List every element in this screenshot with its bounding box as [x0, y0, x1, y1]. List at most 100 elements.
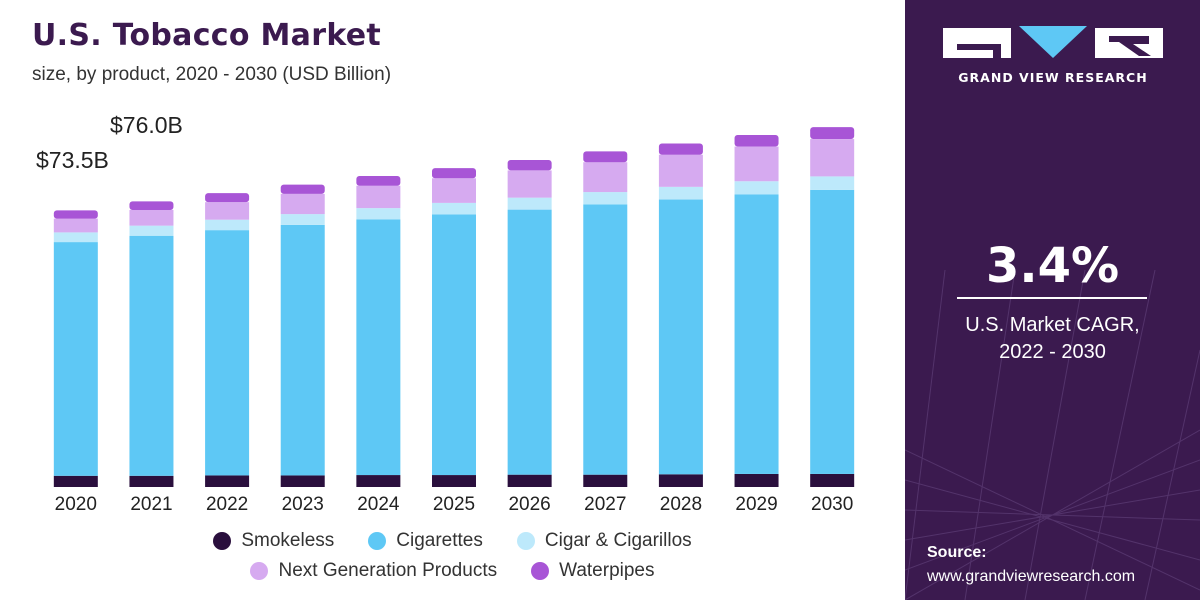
- chart-subtitle: size, by product, 2020 - 2030 (USD Billi…: [32, 64, 392, 85]
- bar-smokeless-2021: [129, 475, 174, 487]
- legend-row-1: Smokeless Cigarettes Cigar & Cigarillos: [0, 530, 905, 552]
- bar-next-generation-products-2022: [205, 202, 250, 220]
- bar-cigar-cigarillos-2028: [658, 186, 703, 200]
- cagr-label-line-2: 2022 - 2030: [999, 341, 1106, 363]
- legend-row-2: Next Generation Products Waterpipes: [0, 560, 905, 582]
- bar-cigarettes-2022: [205, 230, 250, 476]
- value-callout-2020: $73.5B: [36, 147, 109, 173]
- legend-label-cigar-cigarillos: Cigar & Cigarillos: [544, 530, 692, 551]
- bar-cigar-cigarillos-2025: [432, 202, 476, 215]
- bar-waterpipes-2029: [734, 134, 779, 147]
- chart-title: U.S. Tobacco Market: [32, 18, 382, 53]
- x-tick-label-2025: 2025: [433, 494, 475, 515]
- legend-item-next-generation-products: Next Generation Products: [250, 560, 497, 582]
- bar-next-generation-products-2027: [583, 162, 628, 193]
- bar-cigarettes-2028: [658, 199, 703, 475]
- legend-label-cigarettes: Cigarettes: [396, 530, 483, 551]
- legend-swatch-next-generation-products: [250, 562, 269, 580]
- x-tick-label-2026: 2026: [508, 494, 550, 515]
- x-tick-label-2022: 2022: [206, 494, 248, 515]
- bar-cigar-cigarillos-2022: [205, 219, 250, 231]
- bar-waterpipes-2022: [205, 193, 250, 203]
- x-tick-label-2023: 2023: [282, 494, 324, 515]
- bar-cigarettes-2027: [583, 204, 628, 475]
- bar-cigar-cigarillos-2021: [129, 225, 174, 236]
- bar-waterpipes-2027: [583, 151, 628, 163]
- x-tick-label-2021: 2021: [130, 494, 172, 515]
- legend-item-smokeless: Smokeless: [213, 530, 334, 552]
- bar-waterpipes-2023: [280, 184, 325, 194]
- bar-next-generation-products-2024: [356, 185, 401, 209]
- legend-label-waterpipes: Waterpipes: [559, 560, 655, 581]
- bar-cigar-cigarillos-2027: [583, 192, 628, 205]
- bar-smokeless-2030: [810, 473, 855, 487]
- bar-waterpipes-2030: [810, 127, 855, 140]
- bar-next-generation-products-2030: [810, 139, 855, 177]
- bar-cigar-cigarillos-2029: [734, 181, 779, 195]
- bar-cigar-cigarillos-2024: [356, 208, 401, 220]
- x-tick-label-2030: 2030: [811, 494, 853, 515]
- cagr-divider: [957, 297, 1147, 299]
- source-url[interactable]: www.grandviewresearch.com: [927, 568, 1136, 585]
- x-tick-label-2028: 2028: [660, 494, 702, 515]
- x-tick-label-2027: 2027: [584, 494, 626, 515]
- legend-swatch-cigarettes: [368, 532, 387, 550]
- bar-cigarettes-2023: [280, 224, 325, 476]
- legend-swatch-cigar-cigarillos: [516, 532, 535, 550]
- stacked-bar-plot: 2020 2021 2022 2023 2024 2025 2026 2027 2028 2029…: [53, 127, 855, 515]
- bar-waterpipes-2025: [432, 168, 476, 179]
- bar-smokeless-2020: [53, 475, 98, 487]
- legend-swatch-smokeless: [213, 532, 232, 550]
- bar-next-generation-products-2020: [53, 218, 98, 233]
- bar-cigar-cigarillos-2023: [280, 214, 325, 225]
- bar-cigarettes-2024: [356, 219, 401, 476]
- cagr-label-line-1: U.S. Market CAGR,: [965, 314, 1140, 336]
- bar-next-generation-products-2023: [280, 193, 325, 215]
- bar-smokeless-2027: [583, 474, 628, 487]
- bar-cigar-cigarillos-2026: [507, 197, 552, 210]
- bar-smokeless-2029: [734, 473, 779, 487]
- source-label: Source:: [927, 544, 987, 561]
- cagr-value: 3.4%: [985, 238, 1120, 294]
- legend-item-cigarettes: Cigarettes: [368, 530, 483, 552]
- bar-next-generation-products-2026: [507, 170, 552, 198]
- value-callout-2021: $76.0B: [110, 112, 183, 138]
- bar-cigar-cigarillos-2020: [53, 232, 98, 243]
- chart-area: U.S. Tobacco Market size, by product, 20…: [0, 18, 905, 590]
- bar-cigarettes-2025: [432, 214, 476, 476]
- bar-cigarettes-2030: [810, 189, 855, 474]
- bar-smokeless-2026: [507, 474, 552, 487]
- legend-swatch-waterpipes: [531, 562, 550, 580]
- cagr-label: U.S. Market CAGR, 2022 - 2030: [905, 312, 1200, 366]
- bar-waterpipes-2024: [356, 176, 401, 186]
- bar-smokeless-2028: [658, 474, 703, 487]
- legend-item-waterpipes: Waterpipes: [531, 560, 655, 582]
- bar-cigar-cigarillos-2030: [810, 176, 855, 190]
- bar-smokeless-2025: [432, 475, 476, 487]
- bar-waterpipes-2021: [129, 201, 174, 210]
- x-tick-label-2029: 2029: [735, 494, 777, 515]
- brand-name: GRAND VIEW RESEARCH: [958, 70, 1148, 85]
- bar-waterpipes-2020: [53, 210, 98, 219]
- bar-next-generation-products-2021: [129, 209, 174, 226]
- bar-cigarettes-2021: [129, 235, 174, 476]
- bar-smokeless-2023: [280, 475, 325, 487]
- legend-label-smokeless: Smokeless: [241, 530, 335, 551]
- bar-cigarettes-2026: [507, 209, 552, 475]
- x-tick-label-2020: 2020: [55, 494, 97, 515]
- bar-waterpipes-2028: [658, 143, 703, 155]
- bar-next-generation-products-2029: [734, 146, 779, 182]
- side-panel: GRAND VIEW RESEARCH 3.4% U.S. Market CAG…: [905, 0, 1200, 600]
- x-tick-label-2024: 2024: [357, 494, 400, 515]
- grid-background-graphic: [905, 270, 1200, 600]
- bar-waterpipes-2026: [507, 159, 552, 171]
- bar-next-generation-products-2025: [432, 178, 476, 203]
- bar-cigarettes-2029: [734, 194, 779, 474]
- bar-cigarettes-2020: [53, 242, 98, 476]
- grand-view-research-logo: [943, 26, 1163, 58]
- legend-item-cigar-cigarillos: Cigar & Cigarillos: [516, 530, 692, 552]
- legend-label-next-generation-products: Next Generation Products: [278, 560, 498, 581]
- bar-smokeless-2022: [205, 475, 250, 487]
- bar-next-generation-products-2028: [658, 154, 703, 187]
- legend: Smokeless Cigarettes Cigar & Cigarillos …: [0, 530, 905, 590]
